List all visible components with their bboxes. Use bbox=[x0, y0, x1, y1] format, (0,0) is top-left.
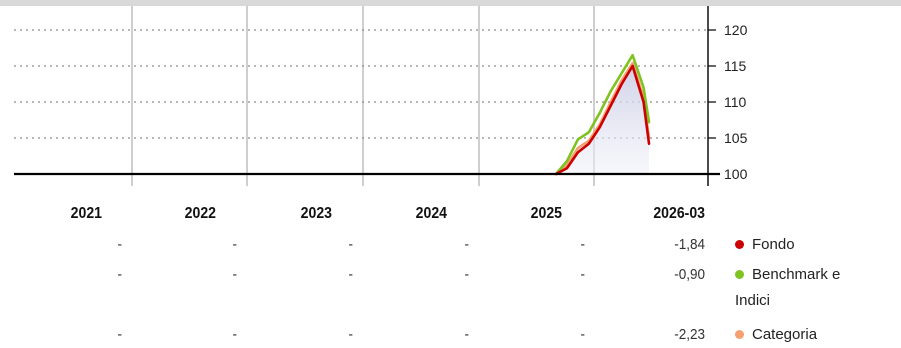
table-cell: - bbox=[348, 266, 354, 283]
legend-benchmark: Benchmark e Indici bbox=[735, 262, 875, 314]
year-label-2023: 2023 bbox=[300, 205, 332, 222]
year-label-2025: 2025 bbox=[530, 205, 562, 222]
y-tick-label: 120 bbox=[724, 22, 748, 38]
table-cell: -1,84 bbox=[674, 236, 705, 253]
table-cell: - bbox=[580, 266, 586, 283]
category-area bbox=[556, 63, 650, 175]
table-cell: - bbox=[464, 266, 470, 283]
table-cell: - bbox=[117, 236, 123, 253]
horizontal-grid bbox=[14, 29, 708, 139]
table-cell: - bbox=[232, 236, 238, 253]
year-label-2021: 2021 bbox=[70, 205, 102, 222]
legend-label: Fondo bbox=[752, 236, 795, 253]
table-cell: - bbox=[464, 236, 470, 253]
table-cell: -2,23 bbox=[674, 326, 705, 343]
y-axis-ticks: 120 115 110 105 100 bbox=[708, 22, 748, 182]
year-label-2024: 2024 bbox=[415, 205, 447, 222]
y-tick-label: 115 bbox=[724, 58, 747, 74]
legend-label: Benchmark e Indici bbox=[735, 266, 841, 309]
table-cell: - bbox=[232, 266, 238, 283]
legend-fondo: Fondo bbox=[735, 232, 885, 258]
fondo-color-dot bbox=[735, 239, 744, 249]
legend-categoria: Categoria bbox=[735, 322, 885, 348]
table-cell: - bbox=[232, 326, 238, 343]
benchmark-color-dot bbox=[735, 269, 744, 279]
area-fill-layer bbox=[556, 63, 650, 175]
y-tick-label: 105 bbox=[724, 130, 748, 146]
series-line-fondo bbox=[554, 64, 651, 176]
year-label-2022: 2022 bbox=[184, 205, 216, 222]
table-cell: - bbox=[580, 326, 586, 343]
table-cell: - bbox=[117, 326, 123, 343]
table-cell: - bbox=[580, 236, 586, 253]
table-cell: - bbox=[348, 236, 354, 253]
categoria-color-dot bbox=[735, 329, 744, 339]
table-cell: - bbox=[464, 326, 470, 343]
table-cell: - bbox=[117, 266, 123, 283]
y-tick-label: 110 bbox=[724, 94, 747, 110]
year-label-2026-03: 2026-03 bbox=[653, 205, 705, 222]
legend-label: Categoria bbox=[752, 326, 818, 343]
series-lines bbox=[554, 53, 651, 176]
y-tick-label: 100 bbox=[724, 166, 748, 182]
series-line-benchmark bbox=[554, 53, 651, 176]
performance-chart: 120 115 110 105 100 bbox=[0, 0, 901, 186]
table-cell: -0,90 bbox=[674, 266, 705, 283]
top-band bbox=[0, 0, 901, 6]
vertical-grid bbox=[131, 6, 595, 186]
table-cell: - bbox=[348, 326, 354, 343]
